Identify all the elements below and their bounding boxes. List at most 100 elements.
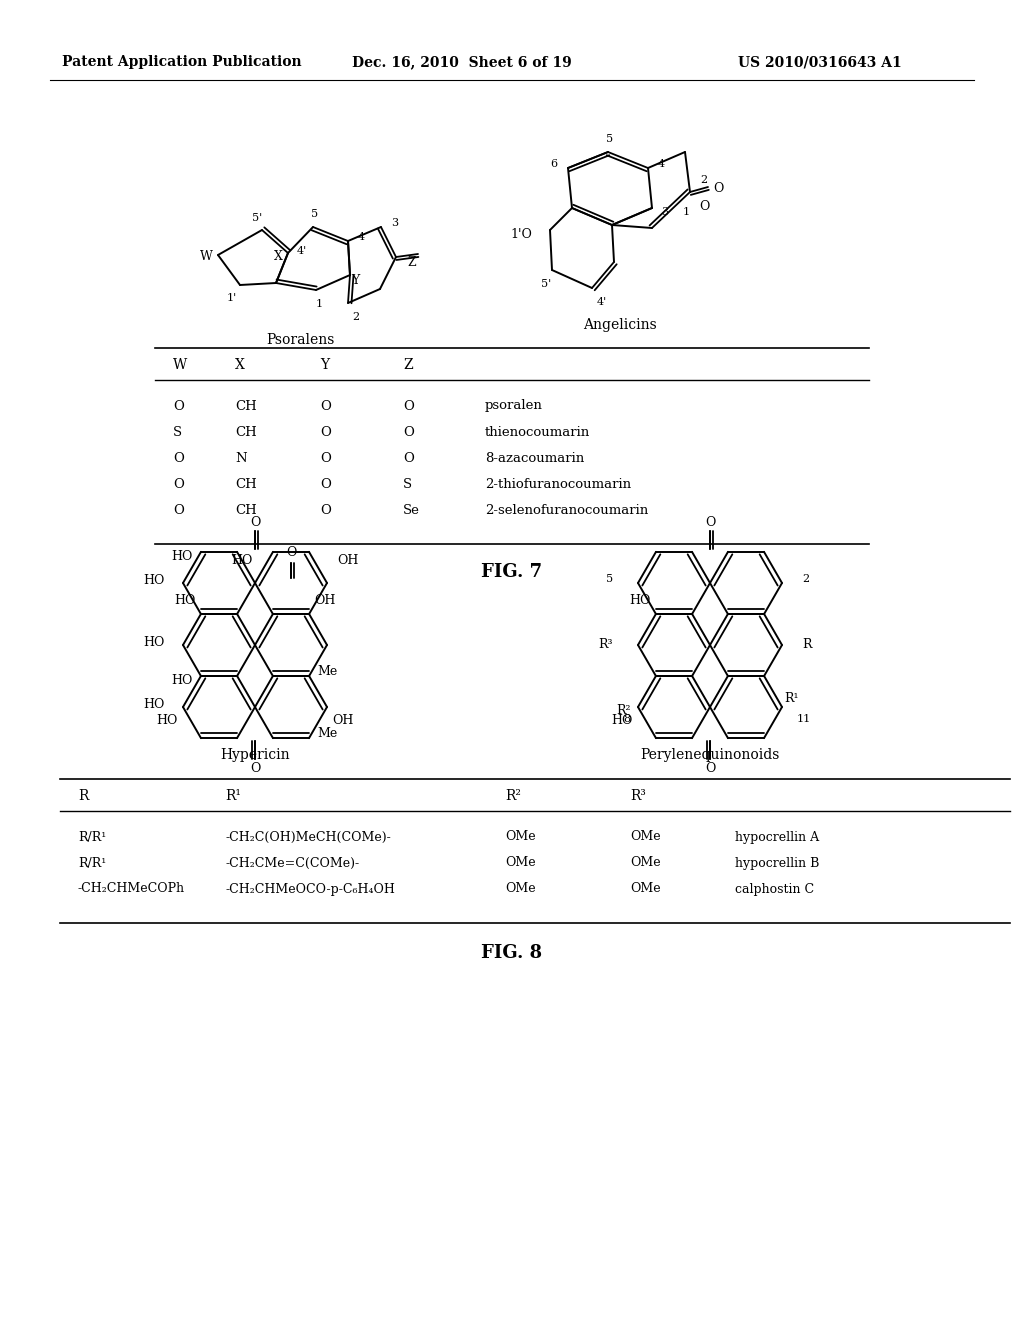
Text: CH: CH	[234, 478, 257, 491]
Text: R¹: R¹	[784, 693, 799, 705]
Text: 5': 5'	[252, 213, 262, 223]
Text: O: O	[698, 199, 710, 213]
Text: Z: Z	[408, 256, 417, 268]
Text: Hypericin: Hypericin	[220, 748, 290, 763]
Text: CH: CH	[234, 400, 257, 412]
Text: hypocrellin B: hypocrellin B	[735, 857, 819, 870]
Text: Me: Me	[317, 665, 337, 677]
Text: W: W	[200, 249, 212, 263]
Text: Dec. 16, 2010  Sheet 6 of 19: Dec. 16, 2010 Sheet 6 of 19	[352, 55, 571, 69]
Text: OMe: OMe	[630, 857, 660, 870]
Text: OMe: OMe	[505, 883, 536, 895]
Text: 2-thiofuranocoumarin: 2-thiofuranocoumarin	[485, 478, 631, 491]
Text: HO: HO	[172, 675, 193, 688]
Text: HO: HO	[157, 714, 178, 727]
Text: O: O	[319, 425, 331, 438]
Text: -CH₂C(OH)MeCH(COMe)-: -CH₂C(OH)MeCH(COMe)-	[225, 830, 391, 843]
Text: 5': 5'	[541, 279, 551, 289]
Text: 2: 2	[352, 312, 359, 322]
Text: 11: 11	[797, 714, 811, 723]
Text: Psoralens: Psoralens	[266, 333, 334, 347]
Text: 3: 3	[391, 218, 398, 228]
Text: O: O	[173, 451, 184, 465]
Text: 4: 4	[657, 158, 665, 169]
Text: Y: Y	[351, 275, 359, 288]
Text: HO: HO	[231, 554, 253, 568]
Text: US 2010/0316643 A1: US 2010/0316643 A1	[738, 55, 902, 69]
Text: N: N	[234, 451, 247, 465]
Text: psoralen: psoralen	[485, 400, 543, 412]
Text: O: O	[403, 451, 414, 465]
Text: FIG. 7: FIG. 7	[481, 564, 543, 581]
Text: OH: OH	[337, 554, 358, 568]
Text: R²: R²	[616, 705, 631, 718]
Text: O: O	[713, 182, 723, 195]
Text: O: O	[173, 478, 184, 491]
Text: CH: CH	[234, 425, 257, 438]
Text: Me: Me	[317, 727, 337, 739]
Text: hypocrellin A: hypocrellin A	[735, 830, 819, 843]
Text: HO: HO	[630, 594, 651, 607]
Text: 5: 5	[311, 209, 318, 219]
Text: X: X	[273, 251, 283, 264]
Text: O: O	[319, 503, 331, 516]
Text: 1: 1	[682, 207, 689, 216]
Text: CH: CH	[234, 503, 257, 516]
Text: Patent Application Publication: Patent Application Publication	[62, 55, 302, 69]
Text: S: S	[403, 478, 412, 491]
Text: O: O	[286, 546, 296, 560]
Text: 5: 5	[606, 135, 613, 144]
Text: R²: R²	[505, 789, 521, 803]
Text: Angelicins: Angelicins	[583, 318, 656, 333]
Text: O: O	[705, 762, 715, 775]
Text: HO: HO	[143, 698, 165, 711]
Text: OH: OH	[332, 714, 353, 727]
Text: -CH₂CMe=C(COMe)-: -CH₂CMe=C(COMe)-	[225, 857, 359, 870]
Text: 2: 2	[802, 574, 809, 583]
Text: thienocoumarin: thienocoumarin	[485, 425, 590, 438]
Text: O: O	[319, 478, 331, 491]
Text: HO: HO	[172, 550, 193, 564]
Text: 3: 3	[662, 207, 669, 216]
Text: R: R	[78, 789, 88, 803]
Text: Z: Z	[403, 358, 413, 372]
Text: -CH₂CHMeOCO-p-C₆H₄OH: -CH₂CHMeOCO-p-C₆H₄OH	[225, 883, 395, 895]
Text: Perylenequinonoids: Perylenequinonoids	[640, 748, 779, 763]
Text: Y: Y	[319, 358, 329, 372]
Text: 5: 5	[606, 574, 613, 583]
Text: R: R	[802, 639, 811, 652]
Text: HO: HO	[611, 714, 633, 727]
Text: HO: HO	[143, 636, 165, 649]
Text: O: O	[319, 400, 331, 412]
Text: O: O	[173, 400, 184, 412]
Text: OMe: OMe	[630, 830, 660, 843]
Text: R³: R³	[630, 789, 646, 803]
Text: Se: Se	[403, 503, 420, 516]
Text: O: O	[403, 400, 414, 412]
Text: 1'O: 1'O	[510, 227, 532, 240]
Text: O: O	[319, 451, 331, 465]
Text: HO: HO	[143, 574, 165, 587]
Text: 4: 4	[357, 232, 365, 242]
Text: FIG. 8: FIG. 8	[481, 944, 543, 962]
Text: OH: OH	[314, 594, 336, 607]
Text: calphostin C: calphostin C	[735, 883, 814, 895]
Text: O: O	[250, 762, 260, 775]
Text: O: O	[173, 503, 184, 516]
Text: 2-selenofuranocoumarin: 2-selenofuranocoumarin	[485, 503, 648, 516]
Text: 6: 6	[551, 158, 557, 169]
Text: OMe: OMe	[630, 883, 660, 895]
Text: R/R¹: R/R¹	[78, 830, 106, 843]
Text: OMe: OMe	[505, 857, 536, 870]
Text: 2: 2	[700, 176, 708, 185]
Text: 4': 4'	[297, 246, 307, 256]
Text: R/R¹: R/R¹	[78, 857, 106, 870]
Text: X: X	[234, 358, 245, 372]
Text: 1': 1'	[227, 293, 238, 304]
Text: -CH₂CHMeCOPh: -CH₂CHMeCOPh	[78, 883, 185, 895]
Text: HO: HO	[175, 594, 196, 607]
Text: 4': 4'	[597, 297, 607, 308]
Text: S: S	[173, 425, 182, 438]
Text: W: W	[173, 358, 187, 372]
Text: O: O	[250, 516, 260, 528]
